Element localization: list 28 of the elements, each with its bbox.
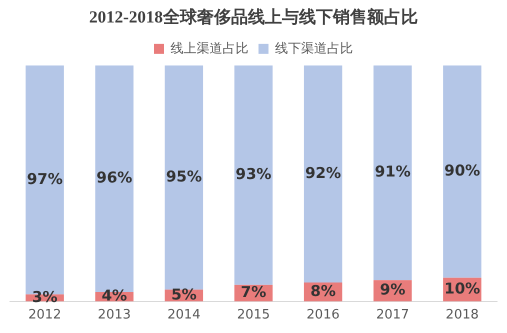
data-label: 95% xyxy=(166,167,202,186)
data-label: 96% xyxy=(96,168,132,187)
legend-label: 线下渠道占比 xyxy=(275,41,353,56)
data-label: 5% xyxy=(171,285,197,304)
data-label: 7% xyxy=(240,283,266,302)
data-label: 92% xyxy=(305,164,342,182)
bar xyxy=(304,65,342,283)
bar xyxy=(374,65,412,280)
data-label: 90% xyxy=(444,161,480,180)
bar xyxy=(443,65,482,278)
data-label: 8% xyxy=(310,282,336,300)
x-tick-label: 2012 xyxy=(28,308,62,323)
bar xyxy=(164,65,204,290)
bar xyxy=(234,65,273,285)
x-tick-label: 2014 xyxy=(167,308,200,323)
legend-label: 线上渠道占比 xyxy=(170,41,248,56)
data-label: 91% xyxy=(374,162,411,181)
chart-title: 2012-2018全球奢侈品线上与线下销售额占比 xyxy=(89,8,418,27)
x-tick-label: 2013 xyxy=(98,308,131,323)
x-tick-label: 2017 xyxy=(376,308,410,323)
x-tick-label: 2016 xyxy=(306,308,340,323)
data-label: 4% xyxy=(102,286,128,305)
data-label: 10% xyxy=(444,279,480,298)
data-label: 9% xyxy=(380,280,406,299)
data-label: 93% xyxy=(236,165,272,184)
x-tick-label: 2015 xyxy=(236,308,270,323)
x-tick-label: 2018 xyxy=(446,308,479,323)
data-label: 97% xyxy=(26,170,63,188)
